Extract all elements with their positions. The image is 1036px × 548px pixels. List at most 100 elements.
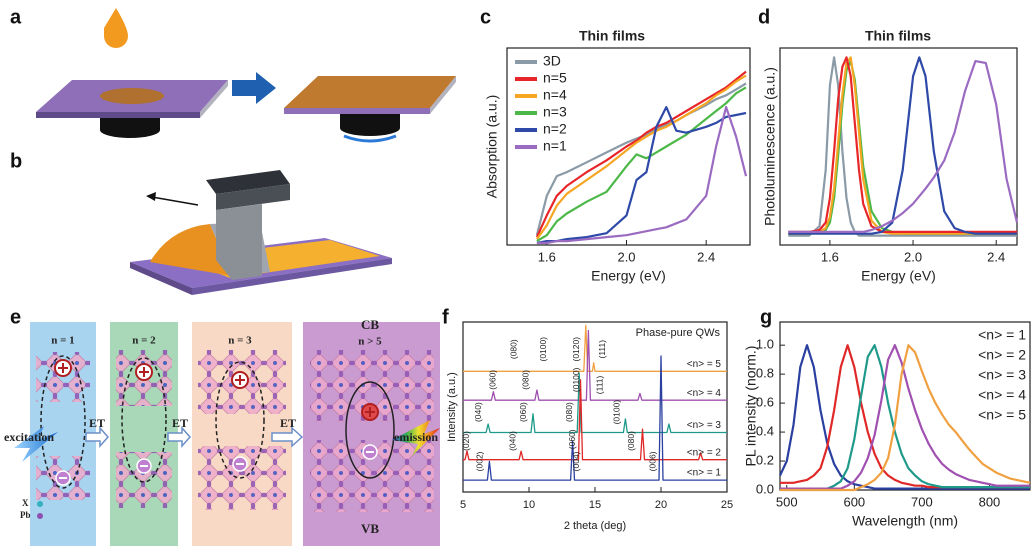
legend-label: n=5 xyxy=(543,70,567,86)
layer-label: n = 2 xyxy=(132,335,156,347)
peak-label: (040) xyxy=(507,431,517,451)
y-tick-label: 0.8 xyxy=(756,366,774,381)
energy-transfer-diagram-part xyxy=(37,513,43,519)
plot-frame xyxy=(779,321,1031,491)
spin-coating-diagram-part xyxy=(284,76,456,108)
energy-transfer-diagram-part-part xyxy=(58,363,375,417)
x-axis-label: Energy (eV) xyxy=(591,268,666,284)
band-label: VB xyxy=(361,521,379,536)
series-line xyxy=(536,74,747,240)
blade-coating-diagram-part xyxy=(150,224,232,276)
peak-label: (004) xyxy=(571,451,581,471)
peak-label: (080) xyxy=(626,431,636,451)
layer-label: n > 5 xyxy=(358,336,382,348)
peak-label: (0100) xyxy=(571,367,581,392)
peak-label: (060) xyxy=(488,370,498,390)
y-tick-label: 1.0 xyxy=(756,337,774,352)
spin-coating-diagram-part xyxy=(340,120,400,136)
energy-transfer-diagram-part xyxy=(345,381,395,479)
layer-label: n = 3 xyxy=(228,335,252,347)
energy-transfer-diagram-part xyxy=(392,420,440,456)
series-line xyxy=(536,106,747,245)
spin-coating-diagram-part xyxy=(232,72,276,104)
legend-label: <n> = 5 xyxy=(978,407,1026,423)
blade-coating-diagram-part xyxy=(216,204,262,280)
chart-title: Thin films xyxy=(579,28,645,44)
spin-coating-diagram-part xyxy=(100,122,160,138)
energy-transfer-diagram-part xyxy=(59,451,374,479)
peak-label: (060) xyxy=(518,402,528,422)
emission-label: emission xyxy=(394,430,438,444)
spin-coating-diagram xyxy=(36,8,456,143)
energy-transfer-diagram-part-part xyxy=(85,426,110,448)
energy-transfer-diagram: n = 1 n = 2 n = 3 n > 5 CB VB excitation… xyxy=(4,317,440,546)
peak-label: (060) xyxy=(567,429,577,449)
x-tick-label: 15 xyxy=(589,499,601,511)
series-line xyxy=(788,60,1019,233)
peak-label: (020) xyxy=(461,431,471,451)
peak-label: (0100) xyxy=(538,337,548,362)
peak-label: (0120) xyxy=(571,337,581,362)
panel-label: a xyxy=(10,6,22,28)
panel-label: d xyxy=(758,6,770,28)
spin-coating-diagram-part xyxy=(36,112,200,118)
peak-label: (080) xyxy=(521,370,531,390)
plot-frame xyxy=(506,47,751,246)
chart-title: Phase-pure QWs xyxy=(636,327,721,339)
plot-frame xyxy=(462,321,728,493)
legend-label: <n> = 3 xyxy=(978,367,1026,383)
spin-coating-diagram-part xyxy=(104,8,128,48)
series-line xyxy=(779,344,1030,490)
blade-coating-diagram-part xyxy=(206,170,290,194)
legend-label: <n> = 5 xyxy=(687,359,722,370)
panel-label: e xyxy=(10,306,21,328)
legend-label: n=4 xyxy=(543,87,567,103)
blade-coating-diagram-part xyxy=(146,192,156,201)
series-line xyxy=(463,329,727,401)
layer-label: n = 1 xyxy=(51,335,74,347)
y-tick-label: 0.6 xyxy=(756,395,774,410)
energy-transfer-diagram-part xyxy=(121,357,167,483)
legend-label: <n> = 2 xyxy=(687,447,722,458)
y-axis-label: Intensity (a.u.) xyxy=(446,372,458,442)
peak-label: (080) xyxy=(564,402,574,422)
x-tick-label: 600 xyxy=(843,494,865,509)
energy-transfer-diagram-part xyxy=(37,501,43,507)
y-tick-label: 0.2 xyxy=(756,452,774,467)
panel-label: c xyxy=(480,6,491,28)
series-line xyxy=(788,56,1017,237)
energy-transfer-diagram-part-part xyxy=(271,426,304,448)
x-tick-label: 2.0 xyxy=(904,249,922,264)
legend-label: n=3 xyxy=(543,104,567,120)
legend-label: <n> = 1 xyxy=(687,468,722,479)
plot-frame xyxy=(779,47,1018,246)
x-tick-label: 5 xyxy=(460,499,466,511)
chart-title: Thin films xyxy=(865,28,931,44)
energy-transfer-diagram-part xyxy=(40,355,86,489)
x-tick-label: 1.6 xyxy=(821,249,839,264)
panel-label: g xyxy=(760,306,772,328)
panel-label: f xyxy=(442,306,449,328)
y-axis-label: Absorption (a.u.) xyxy=(484,95,500,199)
blade-coating-diagram xyxy=(130,170,392,295)
series-line xyxy=(536,86,747,243)
series-line xyxy=(788,56,1017,235)
excitation-label: excitation xyxy=(4,430,54,444)
blade-coating-diagram-part xyxy=(192,258,392,295)
peak-label: (111) xyxy=(597,340,607,359)
band-label: CB xyxy=(361,317,379,332)
legend-label: <n> = 2 xyxy=(978,347,1026,363)
energy-transfer-diagram-part xyxy=(58,363,375,417)
blade-coating-diagram-part xyxy=(216,184,290,210)
peak-label: (0100) xyxy=(612,400,622,425)
transfer-label: ET xyxy=(89,416,105,430)
legend-label: 3D xyxy=(543,53,561,69)
y-axis-label: Photoluminescence (a.u.) xyxy=(762,67,778,226)
x-tick-label: 10 xyxy=(523,499,535,511)
transfer-label: ET xyxy=(172,416,188,430)
series-line xyxy=(780,344,1030,490)
legend-label: n=1 xyxy=(543,138,567,154)
transfer-label: ET xyxy=(280,416,296,430)
